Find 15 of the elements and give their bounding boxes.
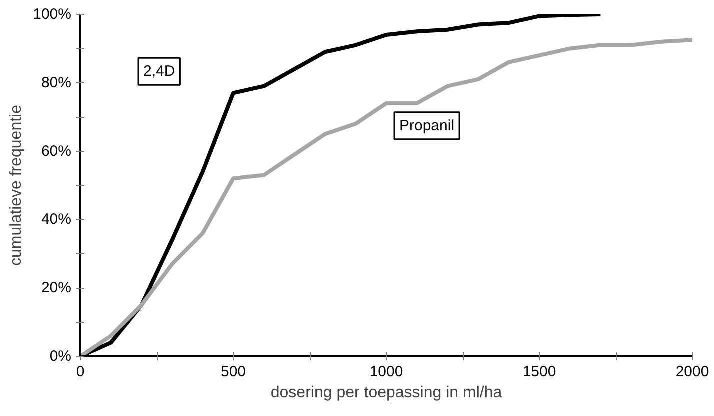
y-tick-label: 0%: [50, 348, 72, 365]
series-label: Propanil: [400, 117, 455, 134]
text: 2,4D: [144, 63, 176, 80]
y-tick-label: 20%: [41, 280, 72, 297]
y-tick-label: 60%: [41, 142, 72, 160]
y-tick-label: 80%: [41, 74, 72, 92]
x-axis-title: dosering per toepassing in ml/ha: [270, 384, 502, 402]
x-tick-label: 0: [76, 364, 85, 380]
x-tick-label: 2000: [676, 364, 710, 380]
y-tick-label: 100%: [33, 6, 72, 23]
x-tick-label: 1000: [370, 364, 404, 380]
x-tick-label: 1500: [522, 364, 556, 380]
x-tick-label: 500: [220, 364, 246, 380]
y-tick-label: 40%: [41, 211, 72, 228]
y-axis-title: cumulatieve frequentie: [8, 104, 26, 266]
